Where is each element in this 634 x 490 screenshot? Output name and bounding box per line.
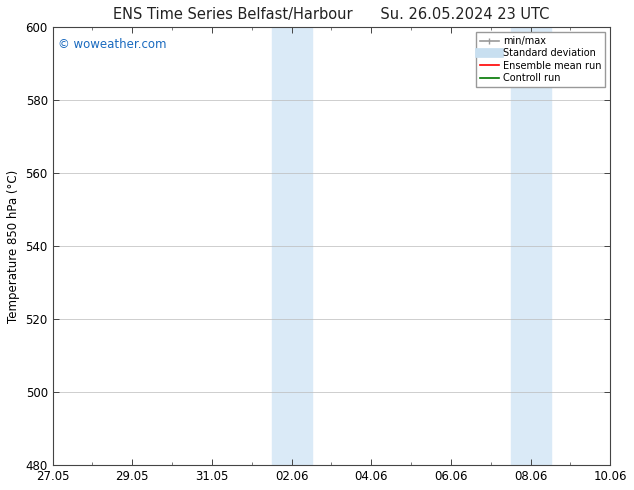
Bar — [531, 27, 550, 465]
Title: ENS Time Series Belfast/Harbour      Su. 26.05.2024 23 UTC: ENS Time Series Belfast/Harbour Su. 26.0… — [113, 7, 550, 22]
Legend: min/max, Standard deviation, Ensemble mean run, Controll run: min/max, Standard deviation, Ensemble me… — [476, 32, 605, 87]
Bar — [511, 27, 531, 465]
Y-axis label: Temperature 850 hPa (°C): Temperature 850 hPa (°C) — [7, 170, 20, 323]
Text: © woweather.com: © woweather.com — [58, 38, 167, 51]
Bar — [292, 27, 311, 465]
Bar — [272, 27, 292, 465]
